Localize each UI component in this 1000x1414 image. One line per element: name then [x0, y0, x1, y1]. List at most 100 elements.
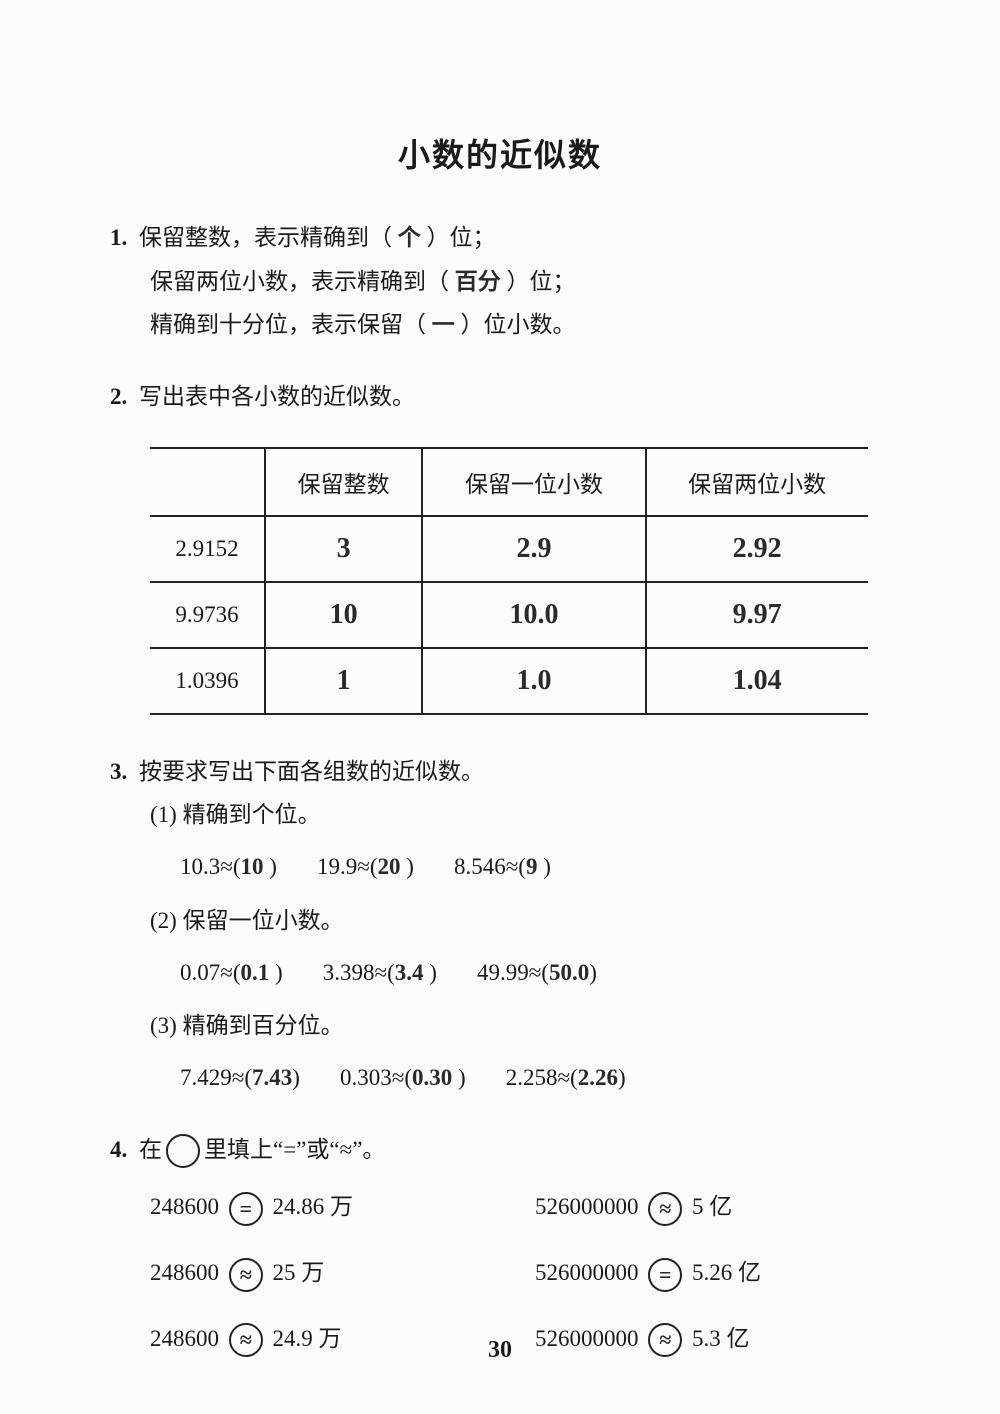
q4-item-rhs: 25 万: [267, 1260, 325, 1285]
table-cell-answer: 3: [265, 516, 422, 582]
q3-item: 3.398≈(3.4 ): [323, 951, 437, 995]
q4-item-lhs: 526000000: [535, 1260, 644, 1285]
q3-item-answer: 50.0: [549, 960, 589, 985]
page-number: 30: [0, 1337, 1000, 1364]
q3-prompt: 按要求写出下面各组数的近似数。: [139, 759, 484, 784]
q3-item-rhs: ): [269, 960, 282, 985]
q3-item: 0.303≈(0.30 ): [340, 1056, 466, 1100]
q3-item-answer: 3.4: [395, 960, 424, 985]
q2-table: 保留整数 保留一位小数 保留两位小数 2.9152 3 2.9 2.92 9.9…: [150, 447, 868, 715]
q3-item: 19.9≈(20 ): [317, 845, 414, 889]
table-cell-answer: 10: [265, 582, 422, 648]
q3-item-lhs: 19.9≈(: [317, 854, 378, 879]
q4-circle-answer: ≈: [659, 1198, 671, 1220]
question-1: 1. 保留整数，表示精确到（ 个 ）位； 保留两位小数，表示精确到（ 百分 ）位…: [110, 216, 890, 347]
q4-item: 526000000 = 5.26 亿: [535, 1251, 890, 1295]
q1-line2-b: ）位；: [507, 269, 576, 294]
table-cell-answer: 1.0: [422, 648, 645, 714]
table-header-col3: 保留两位小数: [646, 448, 868, 516]
q2-num: 2.: [110, 384, 127, 409]
table-cell-value: 2.9152: [150, 516, 265, 582]
q3-item-row: 7.429≈(7.43)0.303≈(0.30 )2.258≈(2.26): [110, 1056, 890, 1100]
q3-item-answer: 2.26: [578, 1065, 618, 1090]
q4-item-rhs: 5.26 亿: [686, 1260, 761, 1285]
q3-item-answer: 7.43: [252, 1065, 292, 1090]
page-title: 小数的近似数: [110, 130, 890, 176]
q4-prompt-b: 里填上“=”或“≈”。: [204, 1137, 385, 1162]
question-3: 3. 按要求写出下面各组数的近似数。 (1) 精确到个位。10.3≈(10 )1…: [110, 750, 890, 1100]
q4-circle: =: [229, 1192, 263, 1226]
question-2: 2. 写出表中各小数的近似数。: [110, 375, 890, 419]
q3-item-rhs: ): [401, 854, 414, 879]
q3-item: 7.429≈(7.43): [180, 1056, 300, 1100]
q3-item-lhs: 10.3≈(: [180, 854, 241, 879]
q3-item-lhs: 7.429≈(: [180, 1065, 252, 1090]
q1-blank1-answer: 个: [398, 225, 421, 250]
q3-item: 10.3≈(10 ): [180, 845, 277, 889]
q4-circle-answer: =: [239, 1198, 252, 1220]
q3-item-rhs: ): [452, 1065, 465, 1090]
q4-circle-answer: =: [659, 1264, 672, 1286]
q1-line3-a: 精确到十分位，表示保留（: [150, 312, 426, 337]
q3-item-answer: 10: [241, 854, 264, 879]
q3-item-rhs: ): [424, 960, 437, 985]
q4-circle: =: [648, 1258, 682, 1292]
table-cell-value: 1.0396: [150, 648, 265, 714]
q1-blank2-answer: 百分: [455, 269, 501, 294]
q3-item: 49.99≈(50.0): [477, 951, 597, 995]
table-header-blank: [150, 448, 265, 516]
q3-item-lhs: 3.398≈(: [323, 960, 395, 985]
q3-item-rhs: ): [292, 1065, 300, 1090]
q3-item-rhs: ): [264, 854, 277, 879]
q3-item-rhs: ): [589, 960, 597, 985]
circle-placeholder: [166, 1134, 200, 1168]
table-row: 9.9736 10 10.0 9.97: [150, 582, 868, 648]
q3-item-answer: 0.30: [412, 1065, 452, 1090]
table-cell-value: 9.9736: [150, 582, 265, 648]
q1-num: 1.: [110, 225, 127, 250]
q1-line2-a: 保留两位小数，表示精确到（: [150, 269, 449, 294]
q3-part-label: (1) 精确到个位。: [110, 793, 890, 837]
q3-item-lhs: 0.303≈(: [340, 1065, 412, 1090]
table-header-row: 保留整数 保留一位小数 保留两位小数: [150, 448, 868, 516]
q3-item-answer: 9: [526, 854, 538, 879]
q3-item-answer: 0.1: [241, 960, 270, 985]
q3-item-answer: 20: [378, 854, 401, 879]
q1-line1-a: 保留整数，表示精确到（: [139, 225, 392, 250]
q3-item: 0.07≈(0.1 ): [180, 951, 283, 995]
table-cell-answer: 1.04: [646, 648, 868, 714]
q3-item: 2.258≈(2.26): [506, 1056, 626, 1100]
q3-item-lhs: 49.99≈(: [477, 960, 549, 985]
q4-item: 248600 ≈ 25 万: [150, 1251, 505, 1295]
q4-circle: ≈: [229, 1258, 263, 1292]
q3-item-row: 0.07≈(0.1 )3.398≈(3.4 )49.99≈(50.0): [110, 951, 890, 995]
q3-part-label: (2) 保留一位小数。: [110, 899, 890, 943]
q4-item: 526000000 ≈ 5 亿: [535, 1185, 890, 1229]
q4-circle: ≈: [648, 1192, 682, 1226]
q3-item: 8.546≈(9 ): [454, 845, 551, 889]
q1-blank3-answer: 一: [432, 312, 455, 337]
table-header-col2: 保留一位小数: [422, 448, 645, 516]
q1-line3-b: ）位小数。: [461, 312, 576, 337]
q4-item-lhs: 526000000: [535, 1194, 644, 1219]
q3-item-rhs: ): [618, 1065, 626, 1090]
q2-prompt: 写出表中各小数的近似数。: [139, 384, 415, 409]
q1-line1-b: ）位；: [427, 225, 496, 250]
q3-part-label: (3) 精确到百分位。: [110, 1004, 890, 1048]
q4-num: 4.: [110, 1137, 127, 1162]
q4-prompt-a: 在: [139, 1137, 162, 1162]
q4-item-rhs: 24.86 万: [267, 1194, 353, 1219]
q3-item-row: 10.3≈(10 )19.9≈(20 )8.546≈(9 ): [110, 845, 890, 889]
table-header-col1: 保留整数: [265, 448, 422, 516]
table-cell-answer: 10.0: [422, 582, 645, 648]
table-cell-answer: 9.97: [646, 582, 868, 648]
q4-item-lhs: 248600: [150, 1194, 225, 1219]
table-cell-answer: 1: [265, 648, 422, 714]
q3-item-lhs: 0.07≈(: [180, 960, 241, 985]
q3-item-lhs: 8.546≈(: [454, 854, 526, 879]
question-4: 4. 在 里填上“=”或“≈”。 248600 = 24.86 万 52600000…: [110, 1128, 890, 1361]
q3-item-rhs: ): [537, 854, 550, 879]
q4-circle-answer: ≈: [240, 1264, 252, 1286]
table-cell-answer: 2.92: [646, 516, 868, 582]
table-row: 1.0396 1 1.0 1.04: [150, 648, 868, 714]
